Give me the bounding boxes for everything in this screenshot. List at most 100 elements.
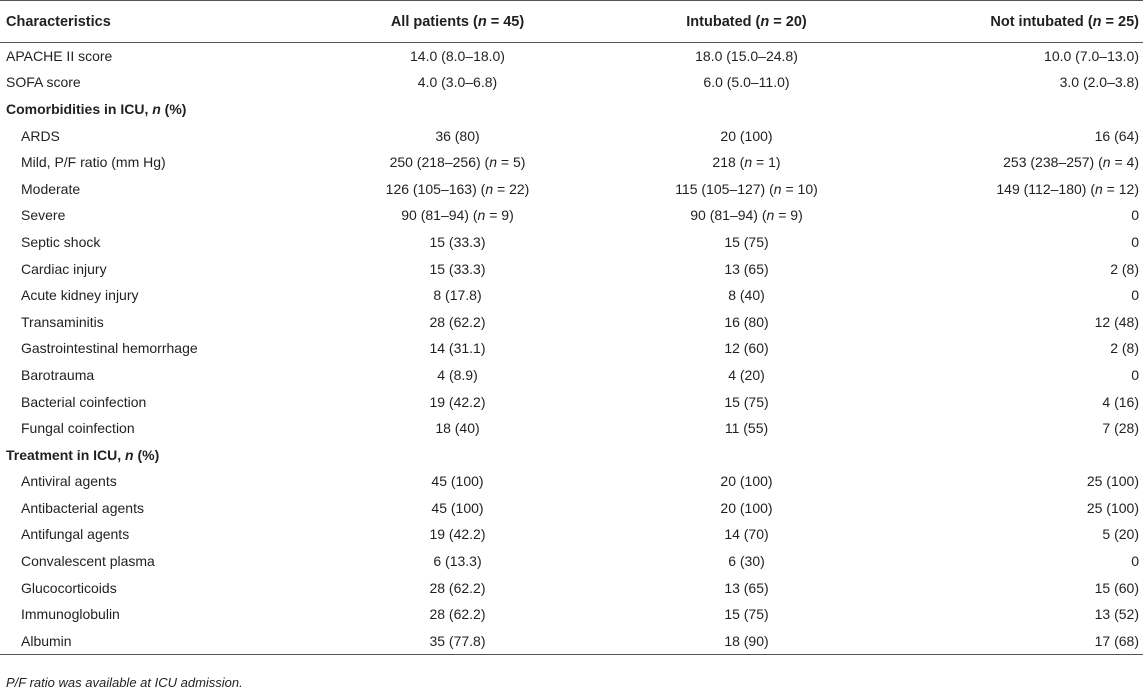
- cell-intubated: 15 (75): [724, 606, 769, 623]
- cell-intubated: 13 (65): [724, 579, 769, 596]
- cell-not-intubated: 2 (8): [1110, 340, 1139, 357]
- table-row: Severe 90 (81–94) (n = 9) 90 (81–94) (n = …: [0, 202, 1143, 229]
- table-row: Convalescent plasma 6 (13.3) 6 (30) 0: [0, 548, 1143, 575]
- table-row: Cardiac injury 15 (33.3) 13 (65) 2 (8): [0, 255, 1143, 282]
- row-label: Severe: [21, 207, 66, 224]
- section-label: Treatment in ICU, n (%): [6, 446, 160, 463]
- cell-all-patients: 126 (105–163) (n = 22): [385, 180, 530, 197]
- cell-intubated: 15 (75): [724, 393, 769, 410]
- cell-intubated: 115 (105–127) (n = 10): [675, 180, 818, 197]
- cell-all-patients: 28 (62.2): [429, 313, 486, 330]
- table-row: Immunoglobulin 28 (62.2) 15 (75) 13 (52): [0, 601, 1143, 628]
- cell-not-intubated: 253 (238–257) (n = 4): [1003, 154, 1139, 171]
- row-label: Immunoglobulin: [21, 606, 120, 623]
- empty-cell: [313, 441, 602, 468]
- section-header-row: Comorbidities in ICU, n (%): [0, 96, 1143, 123]
- cell-not-intubated: 149 (112–180) (n = 12): [996, 180, 1139, 197]
- row-label: Bacterial coinfection: [21, 393, 147, 410]
- cell-not-intubated: 7 (28): [1102, 420, 1139, 437]
- row-label: Septic shock: [21, 233, 101, 250]
- row-label: Antiviral agents: [21, 473, 117, 490]
- cell-intubated: 14 (70): [724, 526, 769, 543]
- header-row: Characteristics All patients (n = 45) In…: [0, 0, 1143, 43]
- section-label: Comorbidities in ICU, n (%): [6, 100, 187, 117]
- cell-intubated: 12 (60): [724, 340, 769, 357]
- cell-intubated: 6 (30): [728, 553, 765, 570]
- row-label: Glucocorticoids: [21, 579, 117, 596]
- table-row: Mild, P/F ratio (mm Hg) 250 (218–256) (n …: [0, 149, 1143, 176]
- cell-intubated: 90 (81–94) (n = 9): [690, 207, 803, 224]
- table-footnote: P/F ratio was available at ICU admission…: [6, 675, 243, 690]
- table-header: Characteristics All patients (n = 45) In…: [0, 0, 1143, 43]
- table-row: Fungal coinfection 18 (40) 11 (55) 7 (28): [0, 415, 1143, 442]
- table-row: Antibacterial agents 45 (100) 20 (100) 25 (…: [0, 495, 1143, 522]
- table-body: APACHE II score 14.0 (8.0–18.0) 18.0 (15.0…: [0, 43, 1143, 655]
- table-row: APACHE II score 14.0 (8.0–18.0) 18.0 (15.0…: [0, 43, 1143, 70]
- empty-cell: [602, 441, 891, 468]
- row-label: APACHE II score: [6, 48, 113, 65]
- row-label: Antibacterial agents: [21, 499, 144, 516]
- cell-intubated: 8 (40): [728, 287, 765, 304]
- cell-not-intubated: 3.0 (2.0–3.8): [1059, 74, 1139, 91]
- header-not-intubated: Not intubated (n = 25): [891, 0, 1143, 43]
- row-label: Barotrauma: [21, 366, 95, 383]
- cell-all-patients: 36 (80): [435, 127, 480, 144]
- row-label: Albumin: [0, 627, 313, 655]
- cell-intubated: 20 (100): [720, 127, 773, 144]
- cell-all-patients: 15 (33.3): [429, 260, 486, 277]
- cell-intubated: 20 (100): [720, 473, 773, 490]
- cell-not-intubated: 4 (16): [1102, 393, 1139, 410]
- cell-not-intubated: 0: [1131, 207, 1139, 224]
- cell-all-patients: 4.0 (3.0–6.8): [417, 74, 498, 91]
- cell-not-intubated: 5 (20): [1102, 526, 1139, 543]
- table-row: Moderate 126 (105–163) (n = 22) 115 (105–1…: [0, 175, 1143, 202]
- cell-all-patients: 19 (42.2): [429, 526, 486, 543]
- table-row: ARDS 36 (80) 20 (100) 16 (64): [0, 122, 1143, 149]
- cell-all-patients: 18 (40): [435, 420, 480, 437]
- cell-intubated: 6.0 (5.0–11.0): [703, 74, 790, 91]
- cell-all-patients: 15 (33.3): [429, 233, 486, 250]
- cell-all-patients: 8 (17.8): [433, 287, 482, 304]
- cell-intubated: 18 (90): [602, 627, 891, 655]
- cell-not-intubated: 2 (8): [1110, 260, 1139, 277]
- cell-not-intubated: 13 (52): [1094, 606, 1139, 623]
- cell-all-patients: 45 (100): [431, 499, 484, 516]
- row-label: Convalescent plasma: [21, 553, 155, 570]
- cell-all-patients: 28 (62.2): [429, 579, 486, 596]
- cell-not-intubated: 17 (68): [891, 627, 1143, 655]
- table-row: Glucocorticoids 28 (62.2) 13 (65) 15 (60): [0, 574, 1143, 601]
- cell-all-patients: 250 (218–256) (n = 5): [389, 154, 526, 171]
- row-label: Fungal coinfection: [21, 420, 135, 437]
- cell-intubated: 11 (55): [724, 420, 769, 437]
- cell-intubated: 13 (65): [724, 260, 769, 277]
- cell-intubated: 18.0 (15.0–24.8): [695, 48, 798, 65]
- table-row: Albumin 35 (77.8) 18 (90) 17 (68): [0, 627, 1143, 655]
- section-header-row: Treatment in ICU, n (%): [0, 441, 1143, 468]
- cell-not-intubated: 0: [1131, 233, 1139, 250]
- empty-cell: [891, 441, 1143, 468]
- cell-not-intubated: 0: [1131, 553, 1139, 570]
- cell-not-intubated: 25 (100): [1086, 473, 1139, 490]
- table-row: Barotrauma 4 (8.9) 4 (20) 0: [0, 362, 1143, 389]
- cell-not-intubated: 10.0 (7.0–13.0): [1044, 48, 1139, 65]
- table-row: Transaminitis 28 (62.2) 16 (80) 12 (48): [0, 308, 1143, 335]
- cell-not-intubated: 15 (60): [1094, 579, 1139, 596]
- cell-not-intubated: 0: [1131, 366, 1139, 383]
- cell-all-patients: 6 (13.3): [433, 553, 482, 570]
- cell-intubated: 16 (80): [724, 313, 769, 330]
- row-label: ARDS: [21, 127, 60, 144]
- cell-not-intubated: 25 (100): [1086, 499, 1139, 516]
- cell-not-intubated: 16 (64): [1094, 127, 1139, 144]
- table-row: Gastrointestinal hemorrhage 14 (31.1) 12 (…: [0, 335, 1143, 362]
- cell-all-patients: 14 (31.1): [429, 340, 486, 357]
- empty-cell: [313, 96, 602, 123]
- row-label: Mild, P/F ratio (mm Hg): [21, 154, 166, 171]
- cell-all-patients: 35 (77.8): [313, 627, 602, 655]
- cell-not-intubated: 12 (48): [1094, 313, 1139, 330]
- cell-intubated: 20 (100): [720, 499, 773, 516]
- header-intubated: Intubated (n = 20): [602, 0, 891, 43]
- cell-intubated: 218 (n = 1): [712, 154, 781, 171]
- cell-all-patients: 45 (100): [431, 473, 484, 490]
- cell-intubated: 4 (20): [728, 366, 765, 383]
- row-label: Gastrointestinal hemorrhage: [21, 340, 198, 357]
